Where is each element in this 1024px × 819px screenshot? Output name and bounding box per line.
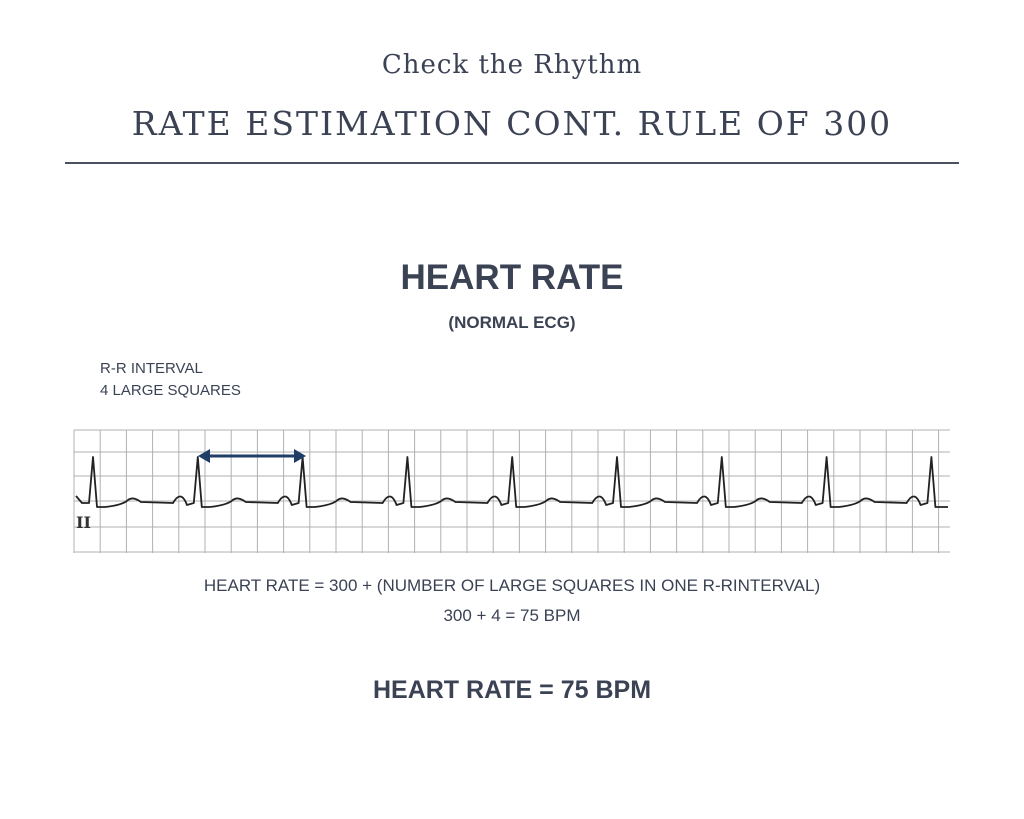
slide-title: RATE ESTIMATION CONT. RULE OF 300 — [131, 104, 893, 143]
interval-label: R-R INTERVAL 4 LARGE SQUARES — [100, 358, 241, 402]
result: HEART RATE = 75 BPM — [372, 676, 652, 704]
rr-interval-arrow — [198, 449, 306, 463]
ecg-grid — [73, 429, 950, 553]
ecg-strip: II — [73, 429, 950, 553]
slide-subtitle: Check the Rhythm — [381, 50, 643, 80]
title-divider — [65, 162, 959, 164]
heading: HEART RATE — [400, 258, 624, 297]
calculation: 300 + 4 = 75 BPM — [443, 606, 581, 625]
formula: HEART RATE = 300 + (NUMBER OF LARGE SQUA… — [203, 576, 821, 595]
subheading: (NORMAL ECG) — [448, 313, 576, 332]
ecg-trace — [75, 456, 948, 508]
interval-label-line1: R-R INTERVAL — [100, 360, 203, 377]
interval-label-line2: 4 LARGE SQUARES — [100, 382, 241, 399]
lead-label: II — [76, 513, 91, 532]
